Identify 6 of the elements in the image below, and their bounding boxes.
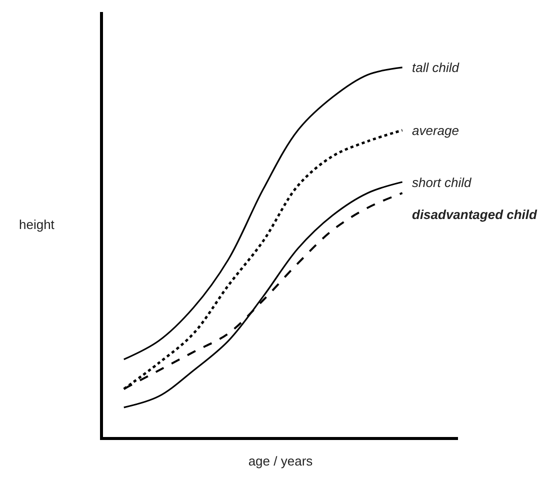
series-label: disadvantaged child <box>412 207 538 222</box>
series-label: average <box>412 123 459 138</box>
series-label: tall child <box>412 60 460 75</box>
series-label: short child <box>412 175 472 190</box>
y-axis-title: height <box>19 217 55 232</box>
x-axis-title: age / years <box>248 453 314 468</box>
